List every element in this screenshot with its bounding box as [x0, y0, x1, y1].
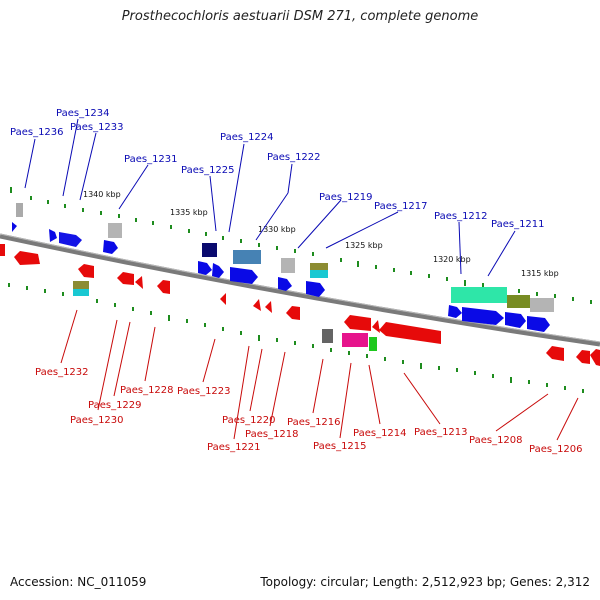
gene-block — [278, 277, 292, 291]
gene-label: Paes_1228 — [120, 385, 174, 396]
top-labels: Paes_1236 Paes_1234 Paes_1233 Paes_1231 … — [10, 108, 545, 230]
gene-block — [103, 240, 118, 254]
gene-label: Paes_1225 — [181, 165, 235, 176]
gene-label: Paes_1223 — [177, 386, 231, 397]
gene-block — [451, 287, 507, 303]
kbp-markers: 1340 kbp 1335 kbp 1330 kbp 1325 kbp 1320… — [83, 190, 559, 278]
gene-block — [462, 307, 504, 325]
gene-label: Paes_1220 — [222, 415, 276, 426]
gene-block — [372, 320, 380, 333]
gene-block — [448, 305, 462, 318]
bottom-tick-row — [8, 283, 584, 393]
gene-block — [286, 306, 300, 320]
gene-block — [530, 298, 554, 312]
gene-block — [198, 261, 212, 275]
gene-label: Paes_1214 — [353, 428, 407, 439]
gene-label: Paes_1219 — [319, 192, 373, 203]
gene-label: Paes_1217 — [374, 201, 428, 212]
gene-block — [16, 203, 23, 217]
gene-block — [73, 289, 89, 296]
gene-label: Paes_1236 — [10, 127, 64, 138]
gene-block — [306, 281, 325, 297]
gene-block — [253, 299, 261, 311]
gene-block — [220, 293, 226, 305]
gene-block — [135, 276, 143, 289]
gene-block — [14, 251, 40, 265]
gene-block — [342, 333, 368, 347]
genome-backbone — [0, 233, 600, 347]
gene-label: Paes_1212 — [434, 211, 488, 222]
gene-block — [12, 222, 17, 232]
map-title: Prosthecochloris aestuarii DSM 271, comp… — [121, 9, 479, 24]
bottom-labels: Paes_1232 Paes_1230 Paes_1229 Paes_1228 … — [35, 367, 583, 455]
gene-block — [310, 270, 328, 278]
gene-label: Paes_1213 — [414, 427, 468, 438]
gene-label: Paes_1222 — [267, 152, 321, 163]
gene-label: Paes_1208 — [469, 435, 523, 446]
gene-block — [379, 322, 441, 344]
gene-block — [265, 301, 272, 313]
bottom-label-lines — [60, 309, 579, 441]
gene-block — [230, 267, 258, 284]
gene-label: Paes_1218 — [245, 429, 299, 440]
gene-label: Paes_1216 — [287, 417, 341, 428]
gene-block — [108, 223, 122, 238]
gene-block — [0, 244, 5, 256]
gene-block — [73, 281, 89, 289]
kbp-marker: 1315 kbp — [521, 269, 559, 278]
gene-label: Paes_1231 — [124, 154, 178, 165]
gene-block — [78, 264, 94, 278]
gene-block — [157, 280, 170, 294]
kbp-marker: 1340 kbp — [83, 190, 121, 199]
gene-block — [507, 295, 530, 308]
gene-block — [212, 263, 224, 278]
gene-block — [576, 350, 590, 364]
topology-text: Topology: circular; Length: 2,512,923 bp… — [260, 575, 590, 589]
gene-block — [117, 272, 134, 285]
accession-text: Accession: NC_011059 — [10, 575, 147, 589]
gene-block — [59, 232, 82, 247]
kbp-marker: 1325 kbp — [345, 241, 383, 250]
gene-block — [369, 337, 377, 351]
gene-block — [281, 258, 295, 273]
top-tick-row — [10, 187, 592, 304]
gene-label: Paes_1233 — [70, 122, 124, 133]
gene-label: Paes_1232 — [35, 367, 89, 378]
gene-label: Paes_1206 — [529, 444, 583, 455]
bottom-strand-genes — [0, 244, 600, 366]
gene-block — [546, 346, 564, 361]
kbp-marker: 1330 kbp — [258, 225, 296, 234]
gene-label: Paes_1229 — [88, 400, 142, 411]
gene-block — [233, 250, 261, 264]
gene-label: Paes_1211 — [491, 219, 545, 230]
kbp-marker: 1335 kbp — [170, 208, 208, 217]
gene-block — [202, 243, 217, 257]
gene-label: Paes_1224 — [220, 132, 274, 143]
kbp-marker: 1320 kbp — [433, 255, 471, 264]
gene-block — [49, 229, 57, 242]
gene-block — [310, 263, 328, 270]
gene-block — [322, 329, 333, 343]
gene-block — [344, 315, 371, 331]
top-strand-genes — [12, 203, 554, 332]
gene-label: Paes_1230 — [70, 415, 124, 426]
gene-label: Paes_1215 — [313, 441, 367, 452]
gene-label: Paes_1234 — [56, 108, 110, 119]
gene-block — [527, 316, 550, 332]
top-label-lines — [24, 118, 516, 277]
gene-block — [590, 349, 600, 366]
gene-block — [505, 312, 526, 328]
gene-label: Paes_1221 — [207, 442, 261, 453]
